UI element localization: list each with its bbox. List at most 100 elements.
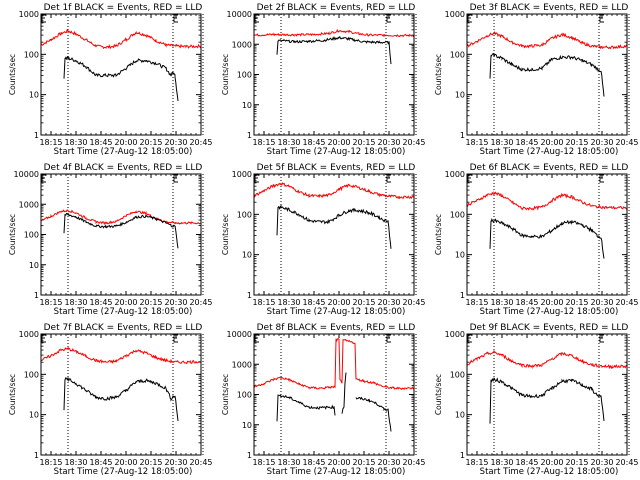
chart-svg: Det 5f BLACK = Events, RED = LLD 1 10 100 10… bbox=[221, 163, 426, 317]
x-tick-label: 20:15 bbox=[565, 298, 588, 307]
y-axis-label: Counts/sec bbox=[8, 214, 17, 255]
x-tick-label: 20:00 bbox=[540, 138, 563, 147]
interval-bracket-icon bbox=[386, 174, 391, 183]
events-series-line bbox=[489, 377, 605, 424]
x-axis-label: Start Time (27-Aug-12 18:05:00) bbox=[267, 467, 406, 477]
x-axis-label: Start Time (27-Aug-12 18:05:00) bbox=[480, 147, 619, 157]
x-tick-label: 18:15 bbox=[252, 458, 275, 467]
y-tick-label: 1 bbox=[460, 451, 465, 460]
x-tick-label: 18:30 bbox=[490, 458, 513, 467]
interval-bracket-icon bbox=[467, 174, 472, 183]
y-axis-label: Counts/sec bbox=[221, 214, 230, 255]
chart-title: Det 8f BLACK = Events, RED = LLD bbox=[257, 323, 416, 333]
y-axis-label: Counts/sec bbox=[434, 374, 443, 415]
chart-svg: Det 4f BLACK = Events, RED = LLD 1 10 100 10… bbox=[8, 163, 213, 317]
lld-series-line bbox=[254, 28, 415, 38]
chart-svg: Det 7f BLACK = Events, RED = LLD 1 10 100 10… bbox=[8, 323, 213, 477]
x-tick-label: 20:00 bbox=[327, 298, 350, 307]
events-series-line bbox=[63, 55, 179, 101]
y-axis-label: Counts/sec bbox=[221, 374, 230, 415]
interval-bracket-icon bbox=[599, 14, 604, 23]
events-series-line bbox=[276, 372, 392, 432]
y-tick-label: 100 bbox=[24, 231, 39, 240]
x-tick-label: 18:45 bbox=[302, 458, 325, 467]
interval-bracket-icon bbox=[386, 334, 391, 343]
chart-title: Det 9f BLACK = Events, RED = LLD bbox=[470, 323, 629, 333]
plot-frame bbox=[466, 173, 628, 296]
interval-bracket-icon bbox=[599, 174, 604, 183]
interval-bracket-icon bbox=[599, 334, 604, 343]
detector-panel: Det 7f BLACK = Events, RED = LLD 1 10 100 10… bbox=[0, 320, 213, 480]
y-tick-label: 1000 bbox=[19, 330, 39, 339]
events-series-line bbox=[276, 204, 392, 249]
chart-title: Det 6f BLACK = Events, RED = LLD bbox=[470, 163, 629, 173]
x-tick-label: 20:30 bbox=[377, 458, 400, 467]
x-tick-label: 18:45 bbox=[302, 298, 325, 307]
x-tick-label: 18:45 bbox=[89, 138, 112, 147]
lld-series-line bbox=[466, 349, 628, 370]
plot-frame bbox=[466, 13, 628, 136]
y-tick-label: 1000 bbox=[232, 40, 252, 49]
x-tick-label: 20:45 bbox=[615, 138, 638, 147]
events-series-line bbox=[276, 35, 392, 65]
chart-svg: Det 9f BLACK = Events, RED = LLD 1 10 100 10… bbox=[434, 323, 639, 477]
y-tick-label: 10000 bbox=[227, 10, 252, 19]
chart-title: Det 2f BLACK = Events, RED = LLD bbox=[257, 3, 416, 13]
detector-panel: Det 8f BLACK = Events, RED = LLD 1 10 100 10… bbox=[213, 320, 426, 480]
y-tick-label: 1000 bbox=[445, 330, 465, 339]
x-tick-label: 20:30 bbox=[590, 138, 613, 147]
lld-series-line bbox=[40, 28, 202, 50]
y-tick-label: 1 bbox=[247, 291, 252, 300]
plot-frame bbox=[40, 333, 202, 456]
x-tick-label: 20:00 bbox=[114, 298, 137, 307]
y-tick-label: 10000 bbox=[227, 330, 252, 339]
y-tick-label: 10 bbox=[29, 261, 39, 270]
y-axis-label: Counts/sec bbox=[221, 54, 230, 95]
y-tick-label: 100 bbox=[450, 50, 465, 59]
y-tick-label: 100 bbox=[237, 71, 252, 80]
detector-panel: Det 6f BLACK = Events, RED = LLD 1 10 100 10… bbox=[426, 160, 639, 320]
y-tick-label: 1000 bbox=[232, 170, 252, 179]
x-tick-label: 20:15 bbox=[352, 298, 375, 307]
y-tick-label: 10 bbox=[29, 411, 39, 420]
x-tick-label: 20:15 bbox=[139, 298, 162, 307]
x-tick-label: 20:30 bbox=[164, 458, 187, 467]
x-tick-label: 20:00 bbox=[327, 458, 350, 467]
y-tick-label: 1000 bbox=[19, 200, 39, 209]
interval-bracket-icon bbox=[254, 334, 259, 343]
x-tick-label: 20:15 bbox=[352, 458, 375, 467]
y-tick-label: 10000 bbox=[14, 170, 39, 179]
x-tick-label: 18:15 bbox=[39, 138, 62, 147]
x-tick-label: 18:30 bbox=[490, 298, 513, 307]
chart-title: Det 5f BLACK = Events, RED = LLD bbox=[257, 163, 416, 173]
x-tick-label: 20:45 bbox=[615, 458, 638, 467]
x-tick-label: 20:15 bbox=[565, 458, 588, 467]
y-tick-label: 10 bbox=[29, 91, 39, 100]
x-tick-label: 18:45 bbox=[515, 298, 538, 307]
y-tick-label: 100 bbox=[450, 210, 465, 219]
x-tick-label: 20:00 bbox=[327, 138, 350, 147]
y-tick-label: 1000 bbox=[445, 10, 465, 19]
x-tick-label: 20:00 bbox=[540, 298, 563, 307]
detector-panel: Det 5f BLACK = Events, RED = LLD 1 10 100 10… bbox=[213, 160, 426, 320]
x-axis-label: Start Time (27-Aug-12 18:05:00) bbox=[267, 147, 406, 157]
y-tick-label: 10 bbox=[242, 101, 252, 110]
x-tick-label: 20:30 bbox=[590, 458, 613, 467]
y-tick-label: 100 bbox=[450, 370, 465, 379]
x-axis-label: Start Time (27-Aug-12 18:05:00) bbox=[480, 307, 619, 317]
x-tick-label: 18:30 bbox=[277, 458, 300, 467]
x-tick-label: 18:15 bbox=[39, 298, 62, 307]
x-tick-label: 18:15 bbox=[252, 298, 275, 307]
x-tick-label: 18:30 bbox=[490, 138, 513, 147]
x-tick-label: 20:45 bbox=[189, 298, 212, 307]
interval-bracket-icon bbox=[254, 174, 259, 183]
x-tick-label: 20:30 bbox=[377, 298, 400, 307]
x-tick-label: 18:30 bbox=[64, 458, 87, 467]
x-tick-label: 20:45 bbox=[189, 138, 212, 147]
chart-title: Det 7f BLACK = Events, RED = LLD bbox=[44, 323, 203, 333]
x-tick-label: 20:45 bbox=[189, 458, 212, 467]
x-tick-label: 20:45 bbox=[402, 138, 425, 147]
x-tick-label: 18:15 bbox=[465, 138, 488, 147]
y-axis-label: Counts/sec bbox=[8, 374, 17, 415]
chart-svg: Det 1f BLACK = Events, RED = LLD 1 10 100 10… bbox=[8, 3, 213, 157]
